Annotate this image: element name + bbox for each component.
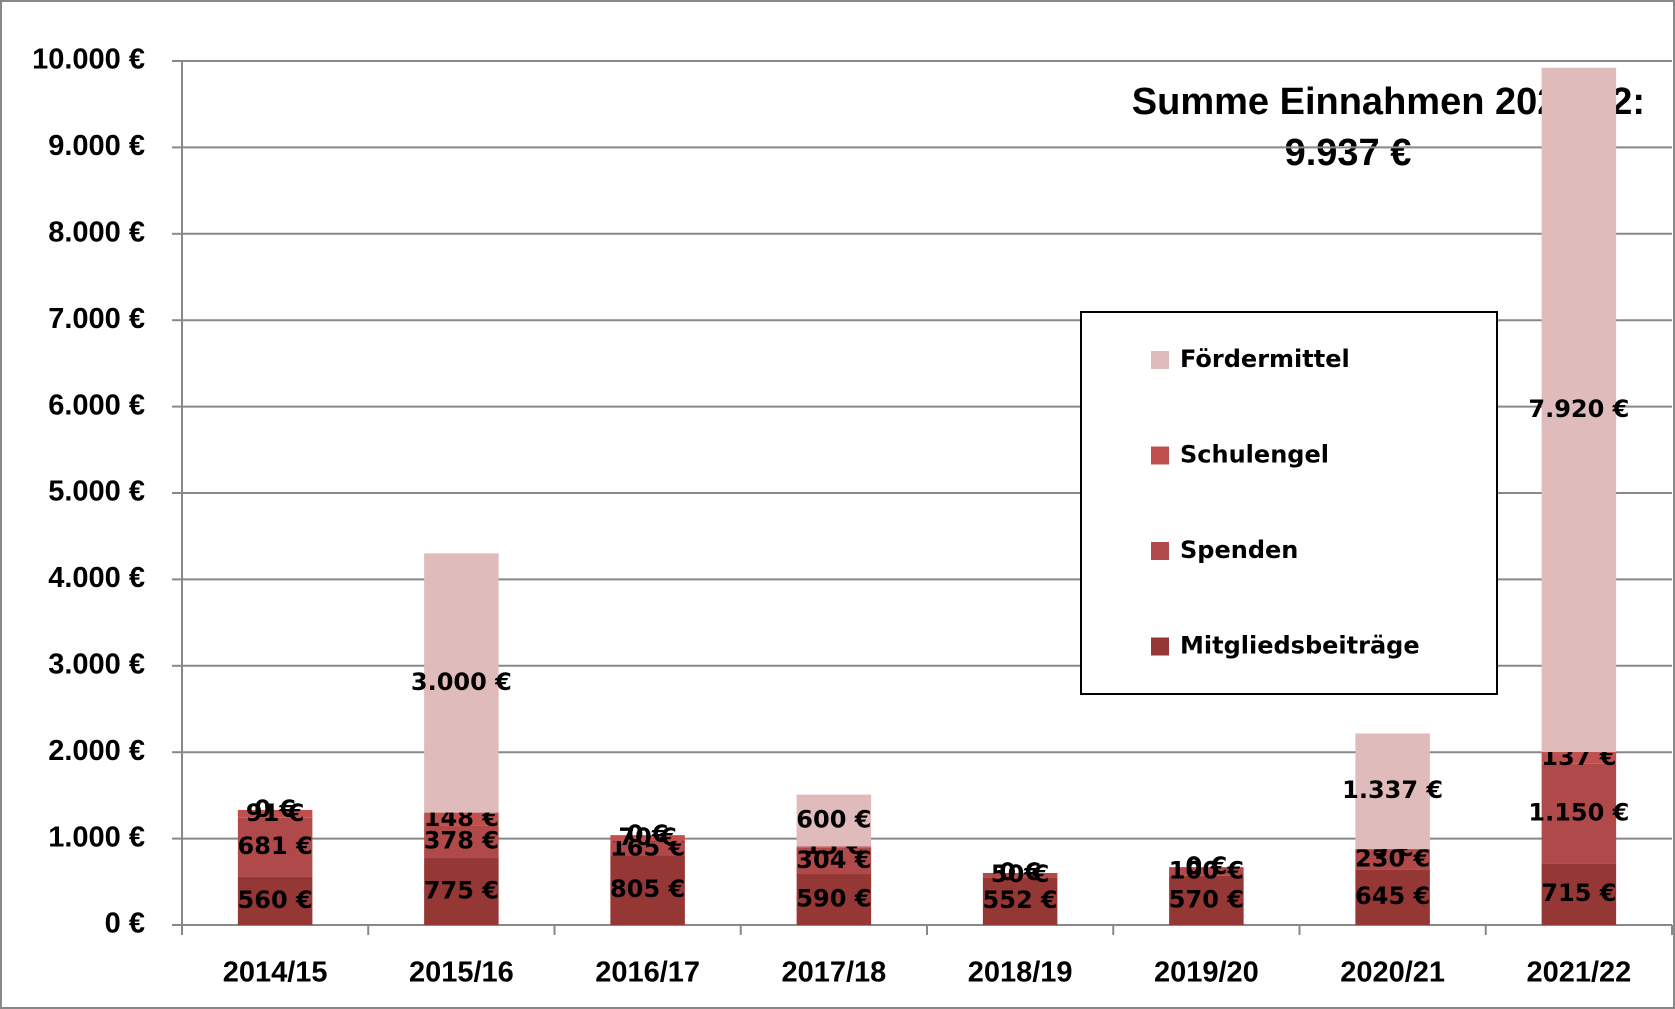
legend-swatch [1151,542,1169,560]
data-label: 70 € [618,823,676,851]
y-tick-label: 6.000 € [48,389,145,421]
annotation: 9.937 € [1285,132,1412,174]
y-tick-label: 1.000 € [48,821,145,853]
legend-label: Fördermittel [1180,345,1350,373]
bar-segment [610,835,685,842]
x-tick-label: 2018/19 [968,957,1073,989]
x-tick-label: 2014/15 [223,957,328,989]
y-tick-label: 9.000 € [48,130,145,162]
data-label: 91 € [246,799,304,827]
data-label: 0 € [1185,852,1227,880]
data-label: 590 € [796,885,871,913]
y-tick-label: 8.000 € [48,216,145,248]
data-label: 7.920 € [1528,395,1629,423]
bar-segment [610,855,685,925]
bar-segment [796,794,872,847]
bar-segment [1541,67,1617,753]
data-label: 805 € [610,875,685,903]
bar-segment [424,812,499,826]
data-label: 3.000 € [411,668,512,696]
data-label: 552 € [983,886,1058,914]
data-label: 0 € [627,820,669,848]
bar-segment [982,872,1058,878]
data-label: 378 € [424,827,499,855]
bar-segment [237,876,313,925]
data-label: 715 € [1541,879,1616,907]
y-tick-label: 0 € [105,908,145,940]
bar-segment [237,817,313,877]
bar-segment [1541,763,1617,864]
bar-segment [424,858,499,925]
bar-segment [796,847,872,875]
data-label: 50 € [991,860,1049,888]
bar-segment [424,553,499,813]
legend-label: Spenden [1180,536,1298,564]
bar-segment [1169,867,1244,876]
data-label: 0 € [254,795,296,823]
legend-swatch [1151,446,1169,465]
y-tick-label: 2.000 € [48,735,145,767]
legend-swatch [1151,351,1169,369]
data-label: 645 € [1355,882,1430,910]
data-label: 0 € [999,858,1041,886]
legend-box [1080,311,1498,695]
y-tick-label: 3.000 € [48,648,145,680]
bar-segment [796,846,872,848]
bar-segment [610,841,685,856]
data-label: 1.337 € [1342,776,1443,804]
data-label: 570 € [1169,885,1244,913]
data-label: 1.150 € [1528,799,1629,827]
bar-segment [1355,869,1430,925]
data-label: 560 € [238,886,313,914]
data-label: 304 € [796,846,871,874]
legend-label: Schulengel [1180,441,1329,469]
data-label: 600 € [796,806,871,834]
legend-swatch [1151,637,1169,656]
bar-segment [796,874,872,925]
bar-segment [1355,733,1430,849]
x-tick-label: 2019/20 [1154,957,1259,989]
x-tick-label: 2020/21 [1340,957,1445,989]
x-tick-label: 2015/16 [409,957,514,989]
bar-segment [237,809,313,818]
bar-segment [1541,752,1617,764]
data-label: 0 € [1185,852,1227,880]
x-tick-label: 2016/17 [595,957,700,989]
bar-segment [1541,863,1617,925]
y-tick-label: 10.000 € [32,44,145,76]
bar-segment [1355,849,1430,870]
bar-segment [1169,875,1244,925]
legend-label: Mitgliedsbeiträge [1180,632,1420,660]
data-label: 775 € [424,877,499,905]
bar-segment [982,877,1058,925]
data-label: 100 € [1169,856,1244,884]
y-tick-label: 7.000 € [48,303,145,335]
bar-segment [424,825,499,859]
y-tick-label: 5.000 € [48,476,145,508]
data-label: 681 € [238,832,313,860]
y-tick-label: 4.000 € [48,562,145,594]
data-label: 0 € [999,858,1041,886]
x-tick-label: 2017/18 [781,957,886,989]
x-tick-label: 2021/22 [1526,957,1631,989]
